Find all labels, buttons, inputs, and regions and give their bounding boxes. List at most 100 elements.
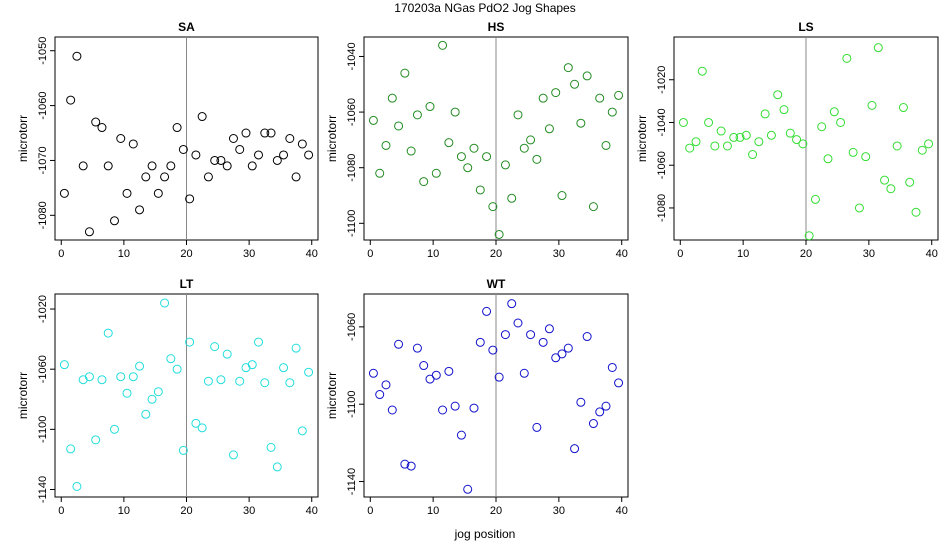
- data-point: [588, 202, 598, 212]
- data-point: [285, 378, 295, 388]
- data-point: [394, 121, 404, 131]
- data-point: [172, 364, 182, 374]
- data-point: [456, 430, 466, 440]
- x-tick-label: 0: [58, 248, 64, 260]
- data-point: [66, 95, 76, 105]
- data-point: [141, 409, 151, 419]
- data-point: [400, 68, 410, 78]
- data-point: [601, 401, 611, 411]
- data-point: [103, 328, 113, 338]
- data-point: [880, 175, 890, 185]
- data-point: [375, 168, 385, 178]
- data-point: [166, 161, 176, 171]
- data-point: [210, 155, 220, 165]
- data-point: [892, 141, 902, 151]
- data-point: [109, 216, 119, 226]
- data-point: [710, 141, 720, 151]
- data-point: [544, 324, 554, 334]
- data-point: [419, 361, 429, 371]
- data-point: [431, 168, 441, 178]
- data-point: [588, 419, 598, 429]
- data-point: [203, 376, 213, 386]
- data-point: [773, 90, 783, 100]
- x-tick-label: 10: [737, 248, 749, 260]
- data-point: [172, 123, 182, 133]
- x-tick-label: 30: [243, 248, 255, 260]
- data-point: [722, 141, 732, 151]
- data-point: [304, 150, 314, 160]
- x-tick-label: 30: [553, 248, 565, 260]
- x-tick-label: 30: [863, 248, 875, 260]
- data-point: [412, 343, 422, 353]
- y-tick-label: -1040: [346, 42, 358, 70]
- figure-xlabel: jog position: [454, 527, 516, 541]
- data-point: [222, 161, 232, 171]
- data-point: [924, 139, 934, 149]
- data-point: [760, 109, 770, 119]
- x-tick-label: 0: [677, 248, 683, 260]
- data-point: [266, 442, 276, 452]
- data-point: [228, 134, 238, 143]
- data-point: [595, 93, 605, 103]
- data-point: [153, 387, 163, 397]
- y-axis-label: microtorr: [325, 115, 339, 162]
- data-point: [475, 185, 485, 195]
- data-point: [116, 134, 126, 143]
- data-point: [513, 318, 523, 328]
- data-point: [754, 137, 764, 147]
- panel-title: LS: [798, 20, 813, 34]
- data-point: [425, 102, 435, 112]
- data-point: [153, 188, 163, 198]
- data-point: [254, 150, 264, 160]
- data-point: [482, 306, 492, 316]
- data-point: [482, 152, 492, 162]
- y-tick-label: -1020: [656, 66, 668, 94]
- data-point: [97, 123, 107, 133]
- x-tick-label: 20: [490, 248, 502, 260]
- y-tick-label: -1080: [346, 154, 358, 182]
- panel-sa: SA 0 10 20 30 40 -1080 -1070 -1060 -1050 microtorr: [16, 20, 319, 260]
- data-point: [191, 418, 201, 428]
- data-point: [203, 172, 213, 182]
- y-tick-label: -1070: [37, 146, 49, 174]
- data-point: [109, 424, 119, 434]
- data-point: [905, 177, 915, 187]
- data-point: [526, 135, 536, 145]
- data-point: [463, 484, 473, 494]
- data-point: [582, 332, 592, 342]
- x-tick-label: 40: [616, 248, 628, 260]
- data-point: [450, 401, 460, 411]
- data-point: [804, 231, 814, 241]
- data-point: [716, 126, 726, 136]
- data-point: [197, 423, 207, 433]
- x-tick-label: 10: [118, 505, 130, 517]
- data-point: [685, 143, 695, 153]
- x-tick-label: 20: [800, 248, 812, 260]
- data-point: [185, 194, 195, 204]
- data-point: [141, 172, 151, 182]
- data-point: [72, 51, 82, 61]
- data-point: [122, 188, 132, 198]
- x-tick-label: 10: [427, 505, 439, 517]
- data-point: [266, 128, 276, 138]
- data-point: [735, 132, 745, 142]
- data-point: [563, 343, 573, 353]
- data-point: [279, 363, 289, 373]
- data-point: [147, 394, 157, 404]
- data-point: [375, 390, 385, 400]
- data-point: [84, 227, 94, 237]
- data-point: [285, 134, 295, 143]
- y-axis-label: microtorr: [325, 372, 339, 419]
- data-point: [829, 107, 839, 117]
- data-point: [836, 117, 846, 127]
- data-point: [570, 444, 580, 454]
- data-point: [563, 63, 573, 73]
- data-point: [741, 130, 751, 140]
- data-point: [519, 143, 529, 153]
- data-point: [241, 363, 251, 373]
- y-tick-label: -1060: [37, 355, 49, 383]
- panel-ls: LS 0 10 20 30 40 -1080 -1060 -1040 -1020 microtorr: [635, 20, 939, 260]
- data-point: [387, 405, 397, 415]
- data-point: [128, 372, 138, 382]
- data-point: [191, 150, 201, 160]
